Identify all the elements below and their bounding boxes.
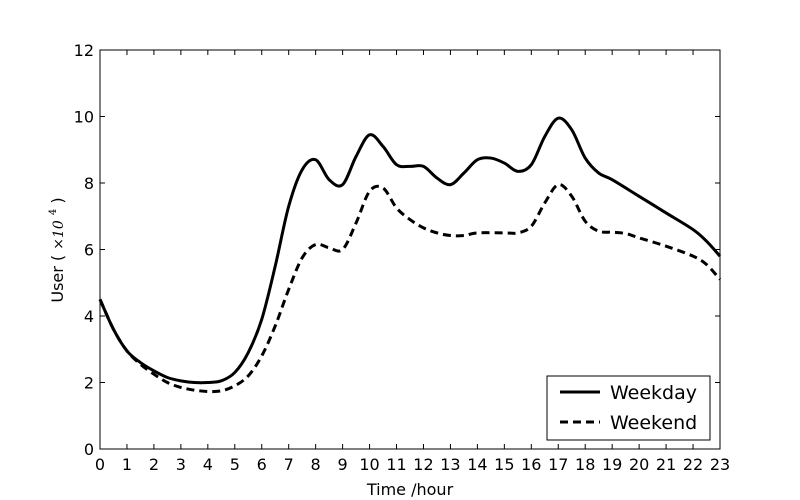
y-tick-label: 10 bbox=[74, 108, 94, 127]
ticks-layer: 0 1 2 3 4 5 6 7 8 9 10 11 12 13 14 15 16 17 18 19 20 21 22 2302… bbox=[74, 41, 731, 474]
x-tick-label: 13 bbox=[440, 455, 460, 474]
series-line-weekday bbox=[98, 116, 722, 385]
y-axis-label-unit-exp: 4 bbox=[48, 209, 59, 215]
y-tick-label: 0 bbox=[84, 440, 94, 459]
y-axis-label-unit: ×10 bbox=[51, 220, 67, 250]
x-tick-label: 7 bbox=[284, 455, 294, 474]
x-tick-label: 11 bbox=[386, 455, 406, 474]
x-axis-label: Time /hour bbox=[366, 480, 454, 499]
x-tick-label: 9 bbox=[338, 455, 348, 474]
x-tick-label: 2 bbox=[149, 455, 159, 474]
y-tick-label: 8 bbox=[84, 174, 94, 193]
legend: Weekday Weekend bbox=[546, 375, 711, 441]
y-tick-label: 12 bbox=[74, 41, 94, 60]
legend-label-weekday: Weekday bbox=[610, 382, 697, 404]
x-tick-label: 20 bbox=[629, 455, 649, 474]
x-tick-label: 10 bbox=[359, 455, 379, 474]
x-tick-label: 18 bbox=[575, 455, 595, 474]
lines-layer bbox=[98, 116, 722, 394]
x-tick-label: 3 bbox=[176, 455, 186, 474]
x-tick-label: 23 bbox=[710, 455, 730, 474]
y-tick-label: 2 bbox=[84, 374, 94, 393]
x-tick-label: 15 bbox=[494, 455, 514, 474]
x-tick-label: 16 bbox=[521, 455, 541, 474]
y-tick-label: 4 bbox=[84, 307, 94, 326]
y-tick-label: 6 bbox=[84, 241, 94, 260]
x-tick-label: 1 bbox=[122, 455, 132, 474]
x-tick-label: 8 bbox=[311, 455, 321, 474]
y-axis-label-main: User bbox=[48, 266, 67, 303]
x-tick-label: 4 bbox=[203, 455, 213, 474]
x-tick-label: 5 bbox=[230, 455, 240, 474]
plot-frame bbox=[99, 49, 721, 450]
legend-label-weekend: Weekend bbox=[610, 412, 697, 434]
x-tick-label: 6 bbox=[257, 455, 267, 474]
x-tick-label: 0 bbox=[95, 455, 105, 474]
y-axis-label-paren-close: ) bbox=[48, 197, 67, 203]
y-axis-label: User ( ×10 4 ) bbox=[41, 197, 67, 302]
x-tick-label: 17 bbox=[548, 455, 568, 474]
y-axis-label-paren-open: ( bbox=[48, 250, 67, 261]
x-tick-label: 21 bbox=[656, 455, 676, 474]
legend-box bbox=[546, 375, 711, 441]
x-tick-label: 22 bbox=[683, 455, 703, 474]
series-line-weekend bbox=[98, 183, 722, 394]
x-tick-label: 12 bbox=[413, 455, 433, 474]
x-tick-label: 19 bbox=[602, 455, 622, 474]
x-tick-label: 14 bbox=[467, 455, 487, 474]
